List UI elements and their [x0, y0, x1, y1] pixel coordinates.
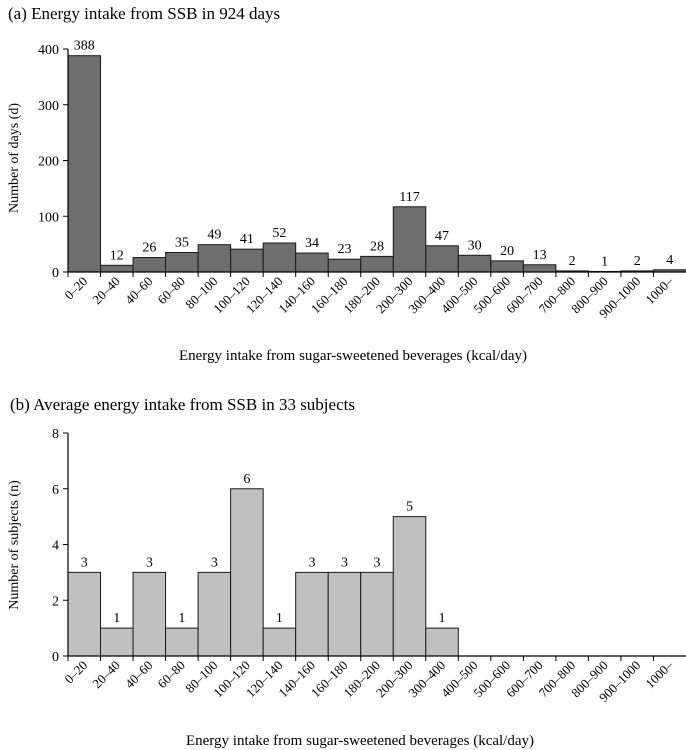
bar-value-label: 23 [337, 242, 351, 257]
bar [197, 571, 232, 657]
y-tick-label: 0 [52, 650, 59, 665]
bar-value-label: 3 [308, 555, 315, 570]
y-tick-label: 100 [38, 210, 59, 225]
bar [262, 242, 297, 273]
bar [262, 627, 297, 657]
y-tick-label: 2 [52, 594, 59, 609]
bar [522, 264, 557, 273]
x-tick-label: 0–20 [61, 658, 90, 687]
bar [67, 55, 102, 273]
bar-value-label: 13 [533, 248, 547, 263]
bar [425, 245, 459, 273]
x-tick-label: 40–60 [122, 658, 156, 692]
bar-value-label: 4 [666, 253, 673, 268]
panel-b-ylabel: Number of subjects (n) [7, 480, 22, 610]
panel-b-chart: (b) Average energy intake from SSB in 33… [7, 395, 686, 749]
y-tick-label: 6 [52, 483, 59, 498]
x-tick-label: 1000– [642, 657, 676, 691]
bar-value-label: 3 [211, 555, 218, 570]
bar [392, 516, 427, 657]
panel-b-x-ticks: 0–2020–4040–6060–8080–100100–120120–1401… [61, 656, 676, 705]
x-tick-label: 20–40 [89, 274, 123, 308]
bar-value-label: 3 [374, 555, 381, 570]
bar-value-label: 12 [110, 248, 124, 263]
bar [165, 251, 199, 273]
bar-value-label: 3 [146, 555, 153, 570]
y-tick-label: 8 [52, 427, 59, 442]
bar [457, 254, 492, 273]
bar [360, 255, 394, 273]
bar-value-label: 117 [399, 190, 419, 205]
bar-value-label: 1 [439, 611, 446, 626]
bar-value-label: 35 [175, 235, 189, 250]
bar [425, 627, 459, 657]
x-tick-label: 1000– [642, 273, 676, 307]
bar-value-label: 34 [305, 236, 319, 251]
x-tick-label: 0–20 [61, 274, 90, 303]
bar [230, 488, 264, 657]
y-tick-label: 300 [38, 99, 59, 114]
bar [165, 627, 199, 657]
bar-value-label: 388 [74, 39, 95, 54]
x-tick-label: 40–60 [122, 274, 156, 308]
bar [197, 244, 232, 273]
panel-a-ylabel: Number of days (d) [7, 103, 22, 213]
bar [295, 252, 329, 273]
panel-a-y-ticks: 0 100 200 300 400 [38, 43, 68, 281]
panel-b-xlabel: Energy intake from sugar-sweetened bever… [186, 733, 534, 749]
panel-a-chart: (a) Energy intake from SSB in 924 days N… [7, 4, 686, 364]
bar-value-label: 26 [142, 241, 156, 256]
bar [295, 571, 329, 657]
bar-value-label: 2 [634, 254, 641, 269]
panel-a-bars [67, 55, 686, 273]
bar-value-label: 3 [341, 555, 348, 570]
bar [67, 571, 102, 657]
bar-value-label: 1 [276, 611, 283, 626]
bar-value-label: 47 [435, 229, 449, 244]
x-tick-label: 20–40 [89, 658, 123, 692]
panel-b-bars [67, 488, 459, 657]
bar [392, 206, 427, 273]
bar-value-label: 30 [468, 238, 482, 253]
bar [100, 627, 134, 657]
panel-a-xlabel: Energy intake from sugar-sweetened bever… [179, 348, 527, 364]
bar-value-label: 1 [178, 611, 185, 626]
bar-value-label: 6 [243, 472, 250, 487]
y-tick-label: 200 [38, 155, 59, 170]
panel-b-axes [67, 433, 686, 657]
bar-value-label: 52 [272, 226, 286, 241]
bar [327, 571, 362, 657]
bar [490, 260, 524, 273]
bar [132, 257, 167, 273]
y-tick-label: 4 [52, 539, 59, 554]
panel-b-value-labels: 3 1 3 1 3 6 1 3 3 3 5 1 [81, 472, 446, 626]
panel-a-title: (a) Energy intake from SSB in 924 days [8, 4, 280, 23]
bar [360, 571, 394, 657]
bar-value-label: 3 [81, 555, 88, 570]
y-tick-label: 400 [38, 43, 59, 58]
bar-value-label: 41 [240, 232, 254, 247]
bar-value-label: 5 [406, 500, 413, 515]
bar-value-label: 1 [113, 611, 120, 626]
bar-value-label: 20 [500, 244, 514, 259]
panel-a-axes [67, 49, 686, 273]
panel-b-title: (b) Average energy intake from SSB in 33… [10, 395, 355, 414]
bar-value-label: 2 [569, 254, 576, 269]
bar [100, 264, 134, 273]
bar-value-label: 49 [207, 228, 221, 243]
bar [327, 258, 362, 273]
bar-value-label: 1 [601, 254, 608, 269]
bar-value-label: 28 [370, 239, 384, 254]
bar [132, 571, 167, 657]
y-tick-label: 0 [52, 266, 59, 281]
bar [230, 248, 264, 273]
panel-a-x-ticks: 0–2020–4040–6060–8080–100100–120120–1401… [61, 272, 676, 321]
panel-b-y-ticks: 0 2 4 6 8 [52, 427, 68, 665]
